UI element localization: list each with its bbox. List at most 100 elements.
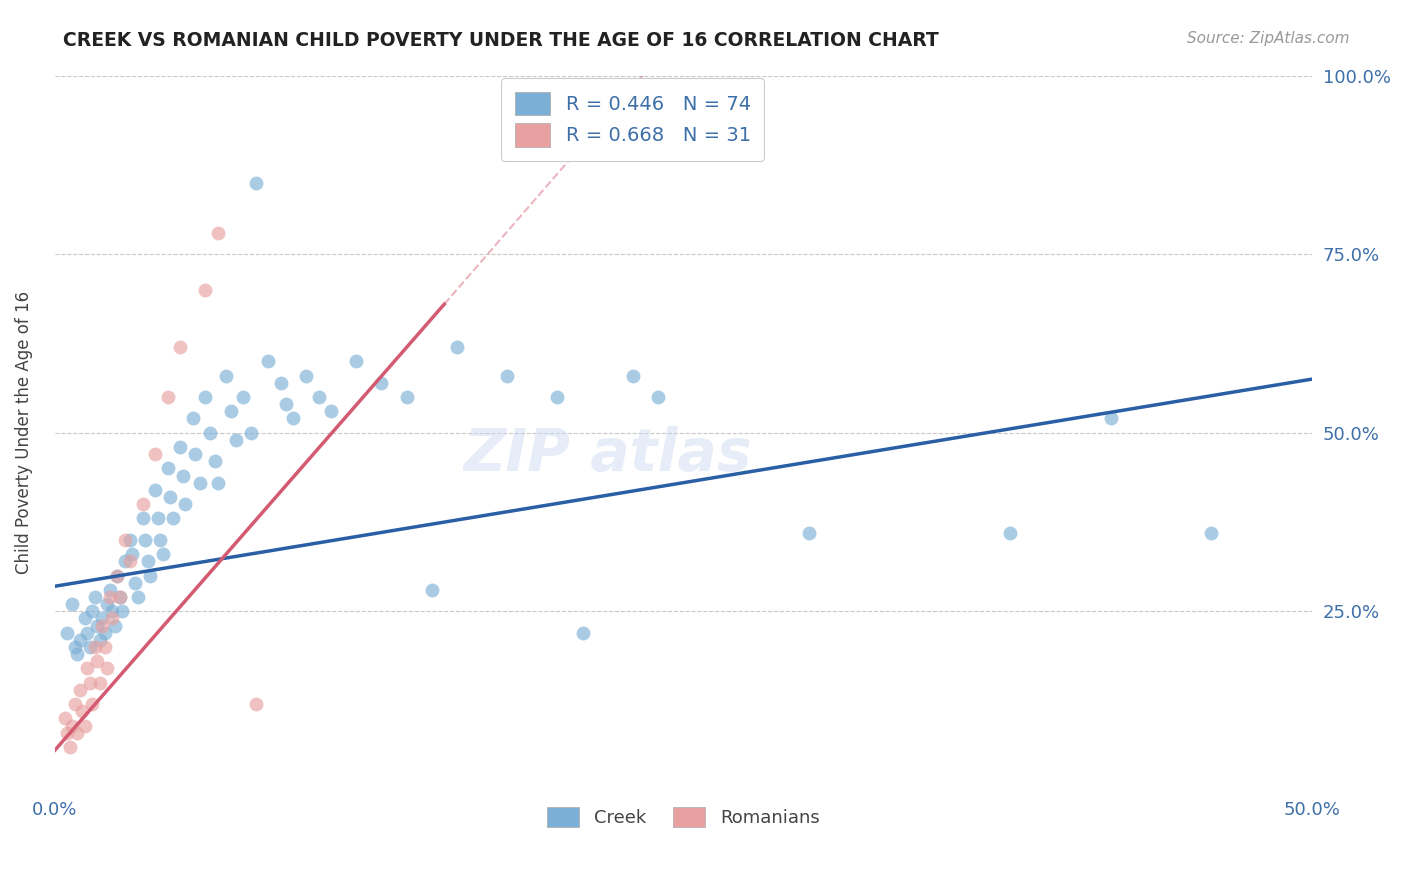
Point: [257, 354, 280, 368]
Point: [1099, 411, 1122, 425]
Point: [59, 740, 82, 755]
Point: [496, 368, 519, 383]
Point: [546, 390, 568, 404]
Text: CREEK VS ROMANIAN CHILD POVERTY UNDER THE AGE OF 16 CORRELATION CHART: CREEK VS ROMANIAN CHILD POVERTY UNDER TH…: [63, 31, 939, 50]
Point: [63, 640, 86, 654]
Point: [395, 390, 418, 404]
Point: [219, 404, 242, 418]
Point: [162, 511, 184, 525]
Point: [53, 711, 76, 725]
Point: [283, 411, 305, 425]
Point: [174, 497, 197, 511]
Point: [308, 390, 330, 404]
Point: [111, 604, 134, 618]
Point: [124, 575, 146, 590]
Point: [295, 368, 318, 383]
Point: [69, 632, 91, 647]
Y-axis label: Child Poverty Under the Age of 16: Child Poverty Under the Age of 16: [15, 291, 32, 574]
Point: [131, 497, 153, 511]
Point: [114, 554, 136, 568]
Point: [56, 625, 79, 640]
Point: [274, 397, 297, 411]
Point: [270, 376, 292, 390]
Point: [73, 611, 96, 625]
Point: [194, 390, 217, 404]
Point: [146, 511, 169, 525]
Point: [136, 554, 159, 568]
Point: [108, 590, 131, 604]
Point: [184, 447, 207, 461]
Point: [66, 725, 89, 739]
Point: [60, 597, 83, 611]
Point: [83, 640, 105, 654]
Point: [134, 533, 156, 547]
Point: [204, 454, 226, 468]
Point: [96, 597, 118, 611]
Point: [114, 533, 136, 547]
Point: [344, 354, 367, 368]
Point: [94, 625, 117, 640]
Point: [207, 475, 229, 490]
Point: [82, 604, 104, 618]
Point: [169, 340, 191, 354]
Point: [571, 625, 593, 640]
Point: [105, 568, 128, 582]
Point: [159, 490, 181, 504]
Point: [245, 176, 267, 190]
Point: [101, 604, 124, 618]
Point: [420, 582, 443, 597]
Point: [169, 440, 191, 454]
Point: [143, 447, 166, 461]
Point: [127, 590, 149, 604]
Point: [156, 390, 179, 404]
Point: [83, 590, 105, 604]
Point: [232, 390, 254, 404]
Point: [214, 368, 236, 383]
Point: [66, 647, 89, 661]
Point: [118, 533, 141, 547]
Point: [139, 568, 162, 582]
Point: [194, 283, 217, 297]
Point: [121, 547, 143, 561]
Point: [207, 226, 229, 240]
Point: [94, 640, 117, 654]
Point: [200, 425, 222, 440]
Text: ZIP atlas: ZIP atlas: [464, 425, 752, 483]
Point: [131, 511, 153, 525]
Point: [86, 654, 108, 668]
Point: [152, 547, 174, 561]
Point: [79, 640, 101, 654]
Point: [149, 533, 172, 547]
Point: [91, 611, 114, 625]
Point: [143, 483, 166, 497]
Point: [172, 468, 194, 483]
Point: [104, 618, 127, 632]
Point: [98, 590, 121, 604]
Point: [239, 425, 262, 440]
Point: [321, 404, 343, 418]
Point: [370, 376, 392, 390]
Point: [998, 525, 1021, 540]
Point: [60, 718, 83, 732]
Point: [118, 554, 141, 568]
Point: [181, 411, 204, 425]
Point: [797, 525, 820, 540]
Point: [91, 618, 114, 632]
Point: [105, 568, 128, 582]
Point: [73, 718, 96, 732]
Point: [647, 390, 669, 404]
Point: [96, 661, 118, 675]
Point: [76, 625, 98, 640]
Point: [108, 590, 131, 604]
Point: [190, 475, 212, 490]
Point: [89, 632, 111, 647]
Text: Source: ZipAtlas.com: Source: ZipAtlas.com: [1187, 31, 1350, 46]
Point: [1201, 525, 1223, 540]
Point: [156, 461, 179, 475]
Point: [86, 618, 108, 632]
Point: [446, 340, 468, 354]
Point: [89, 675, 111, 690]
Point: [245, 697, 267, 711]
Point: [70, 704, 93, 718]
Point: [56, 725, 79, 739]
